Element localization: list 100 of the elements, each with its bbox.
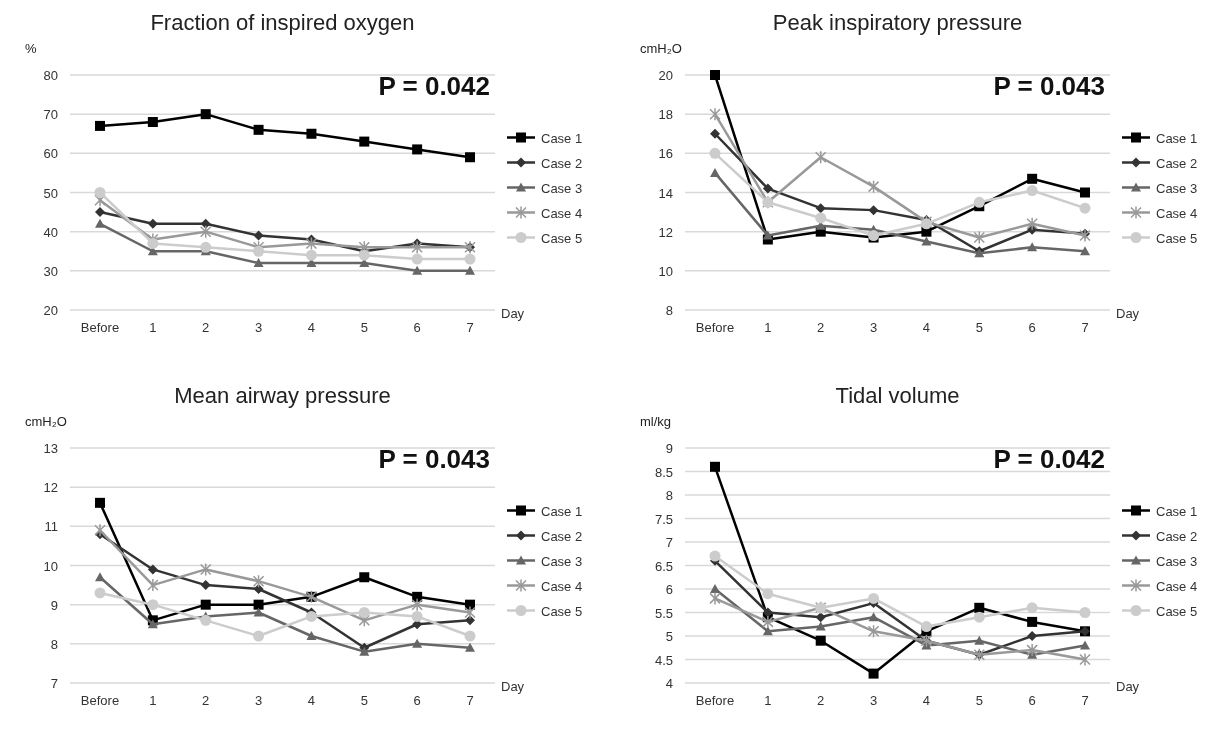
legend-label: Case 1: [1156, 503, 1198, 519]
x-tick-label: 7: [1081, 693, 1089, 708]
x-tick-label: 4: [922, 693, 931, 708]
legend-label: Case 3: [541, 553, 583, 569]
y-tick-label: 12: [658, 224, 673, 240]
x-tick-label: 7: [466, 693, 474, 708]
y-tick-label: 16: [658, 146, 673, 162]
legend-label: Case 1: [1156, 130, 1198, 146]
legend-label: Case 3: [541, 180, 583, 196]
x-axis-title: Day: [1116, 679, 1140, 694]
annotation: P = 0.043: [378, 444, 490, 474]
y-tick-label: 6.5: [654, 558, 673, 574]
y-tick-label: 20: [658, 68, 673, 83]
legend-label: Case 2: [1156, 528, 1198, 544]
x-tick-label: 6: [413, 320, 421, 335]
annotation: P = 0.043: [993, 71, 1105, 101]
y-axis-title: ml/kg: [640, 414, 672, 429]
x-tick-label: 6: [413, 693, 421, 708]
y-tick-label: 7: [665, 535, 673, 550]
x-tick-label: 4: [922, 320, 931, 335]
y-tick-label: 7: [50, 676, 58, 691]
y-tick-label: 20: [43, 303, 58, 318]
x-axis-title: Day: [501, 679, 525, 694]
y-axis-title: %: [25, 41, 37, 56]
x-tick-label: 5: [360, 320, 368, 335]
x-tick-label: 1: [764, 693, 772, 708]
x-tick-label: 2: [817, 693, 825, 708]
x-tick-label: 3: [254, 693, 263, 708]
x-tick-label: 1: [149, 320, 157, 335]
legend-label: Case 4: [541, 205, 583, 221]
legend-label: Case 4: [1156, 578, 1198, 594]
x-tick-label: 5: [975, 693, 983, 708]
y-tick-label: 8: [50, 636, 58, 652]
y-tick-label: 60: [43, 146, 58, 162]
y-tick-label: 4.5: [654, 652, 673, 668]
chart-title: Tidal volume: [835, 383, 960, 408]
x-tick-label: 6: [1028, 320, 1036, 335]
y-tick-label: 12: [43, 480, 58, 496]
y-axis-title: cmH₂O: [25, 414, 67, 429]
y-tick-label: 9: [50, 597, 58, 613]
chart-title: Mean airway pressure: [174, 383, 391, 408]
chart-title: Peak inspiratory pressure: [772, 10, 1023, 35]
annotation: P = 0.042: [378, 71, 490, 101]
y-tick-label: 7.5: [654, 511, 673, 527]
x-tick-label: 3: [869, 693, 878, 708]
x-tick-label: 2: [817, 320, 825, 335]
y-tick-label: 80: [43, 68, 58, 83]
y-tick-label: 18: [658, 107, 673, 123]
legend-label: Case 2: [541, 155, 583, 171]
x-tick-label: 4: [307, 693, 316, 708]
x-tick-label: 1: [149, 693, 157, 708]
legend-label: Case 4: [541, 578, 583, 594]
x-tick-label: Before: [695, 320, 735, 335]
y-tick-label: 50: [43, 185, 58, 201]
x-axis-title: Day: [1116, 306, 1140, 321]
y-tick-label: 30: [43, 263, 58, 279]
legend-label: Case 5: [1156, 603, 1198, 619]
x-axis-title: Day: [501, 306, 525, 321]
legend-label: Case 5: [541, 603, 583, 619]
y-tick-label: 14: [658, 185, 673, 201]
x-tick-label: 7: [1081, 320, 1089, 335]
legend-label: Case 2: [541, 528, 583, 544]
legend-label: Case 1: [541, 503, 583, 519]
y-tick-label: 40: [43, 224, 58, 240]
y-tick-label: 13: [43, 441, 58, 456]
y-axis-title: cmH₂O: [640, 41, 682, 56]
legend-label: Case 4: [1156, 205, 1198, 221]
y-tick-label: 10: [43, 558, 58, 574]
legend-label: Case 3: [1156, 180, 1198, 196]
y-tick-label: 8: [665, 303, 673, 318]
x-tick-label: Before: [695, 693, 735, 708]
chart-title: Fraction of inspired oxygen: [150, 10, 415, 35]
x-tick-label: 3: [254, 320, 263, 335]
x-tick-label: 5: [975, 320, 983, 335]
annotation: P = 0.042: [993, 444, 1105, 474]
y-tick-label: 70: [43, 107, 58, 123]
y-tick-label: 11: [44, 519, 58, 535]
y-tick-label: 6: [665, 582, 673, 597]
x-tick-label: 4: [307, 320, 316, 335]
x-tick-label: 5: [360, 693, 368, 708]
y-tick-label: 5.5: [654, 605, 673, 621]
x-tick-label: 7: [466, 320, 474, 335]
x-tick-label: Before: [80, 693, 120, 708]
y-tick-label: 8.5: [654, 464, 673, 480]
x-tick-label: 1: [764, 320, 772, 335]
y-tick-label: 5: [665, 629, 673, 644]
x-tick-label: 6: [1028, 693, 1036, 708]
y-tick-label: 8: [665, 488, 673, 503]
y-tick-label: 4: [665, 676, 673, 691]
y-tick-label: 9: [665, 441, 673, 456]
x-tick-label: 2: [202, 320, 210, 335]
x-tick-label: 2: [202, 693, 210, 708]
y-tick-label: 10: [658, 263, 673, 279]
legend-label: Case 1: [541, 130, 583, 146]
x-tick-label: Before: [80, 320, 120, 335]
legend-label: Case 5: [1156, 230, 1198, 246]
legend-label: Case 3: [1156, 553, 1198, 569]
x-tick-label: 3: [869, 320, 878, 335]
legend-label: Case 2: [1156, 155, 1198, 171]
legend-label: Case 5: [541, 230, 583, 246]
